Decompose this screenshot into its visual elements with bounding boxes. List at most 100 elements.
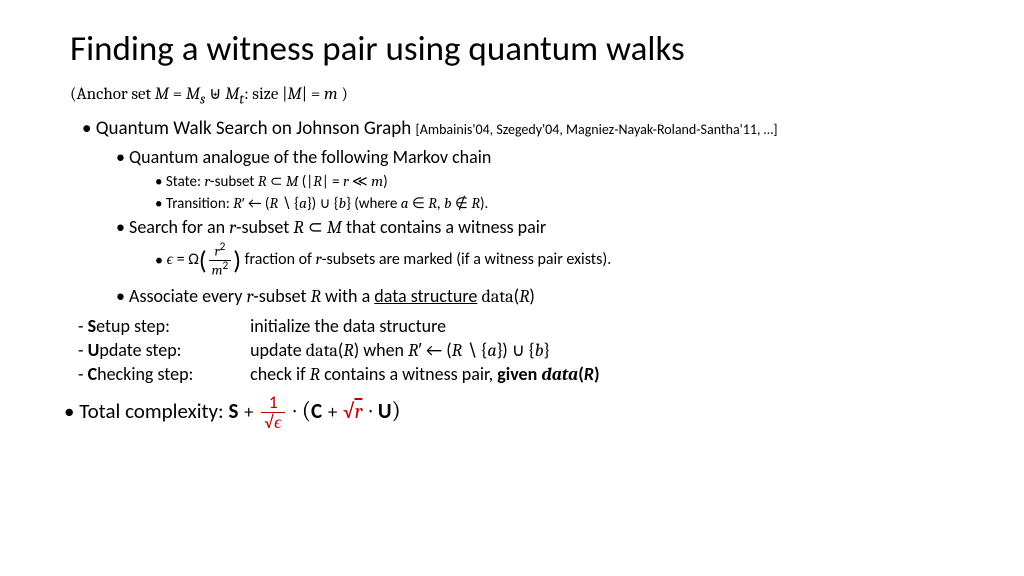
t: given [497,363,541,385]
t: ) [529,285,534,307]
t: - [78,315,88,337]
t: C [88,363,98,385]
t: 2 [223,259,229,273]
t: ∙ [287,400,301,424]
t: ⊂ [304,216,327,238]
fraction: r2m2 [209,242,232,279]
setup-step: - Setup step: initialize the data struct… [78,315,964,337]
t: √ [264,411,273,433]
t: ∉ [452,195,472,213]
t: ≪ [349,173,372,191]
t: State: [166,173,205,191]
t: R [428,194,437,212]
t: ⊎ [205,85,225,104]
t: Quantum Walk Search on Johnson Graph [96,117,416,140]
total-complexity: Total complexity: S + 1√ϵ ∙ (C + √r ∙ U) [64,393,964,432]
t: 2 [220,240,226,254]
t: pdate step: [99,339,181,361]
t: ( [199,245,207,276]
t: R [311,286,321,307]
t: ) [383,173,388,191]
slide-title: Finding a witness pair using quantum wal… [70,28,964,70]
t: } [544,339,550,361]
t: Transition: [166,195,233,213]
t: (Anchor set [70,85,155,104]
t: check if [250,363,310,385]
t: }) ∪ { [307,195,339,213]
t: R [313,172,322,190]
t: Total complexity: [79,398,228,424]
t: -subsets are marked (if a witness pair e… [322,251,612,270]
t: ) [392,397,401,425]
t: = [169,85,186,104]
t: Search for an [129,216,229,238]
bullet-state: State: r-subset R ⊂ M (|R| = r ≪ m) [155,172,964,191]
t: R [452,340,462,361]
t: -subset [253,285,310,307]
t: when [359,339,408,361]
t: -subset [236,216,293,238]
t: | = [302,85,324,104]
t: m [212,264,223,279]
t: ) [338,85,348,104]
bullet-qws: Quantum Walk Search on Johnson Graph [Am… [82,117,964,140]
t: U [88,339,100,361]
t: M [186,85,200,104]
t: (| [298,173,313,191]
t: data [541,364,578,385]
bullet-transition: Transition: R′ ← (R ∖ {a}) ∪ {b} (where … [155,194,964,213]
t: with a [321,285,374,307]
checking-step: - Checking step: check if R contains a w… [78,363,964,385]
t: R [343,340,353,361]
t: + [238,400,259,424]
t: b [535,340,544,361]
refs: [Ambainis'04, Szegedy'04, Magniez-Nayak-… [416,121,778,138]
t: data [481,286,513,307]
t: m [371,172,383,190]
t: R [293,217,303,238]
t: data [306,340,338,361]
t: S [88,315,97,337]
bullet-epsilon: ϵ = Ω(r2m2) fraction of r-subsets are ma… [155,242,964,279]
bullet-search: Search for an r-subset R ⊂ M that contai… [116,216,964,238]
t: ) [233,245,241,276]
t: ∖ { [462,339,487,361]
t: ). [480,195,488,213]
t: m [324,85,338,104]
t: - [78,339,88,361]
t: R [310,364,320,385]
t: - [78,363,88,385]
t: b [444,194,451,212]
update-step: - Update step: update data(R) when R′ ← … [78,339,964,361]
t: : size | [244,85,287,104]
t: | = [322,173,343,191]
steps-block: - Setup step: initialize the data struct… [78,315,964,385]
t: b [339,194,346,212]
fraction: 1√ϵ [261,393,285,432]
t: } (where [346,195,401,213]
t: ∈ [408,195,428,213]
t: Associate every [129,285,246,307]
t: U [378,398,392,424]
t: that contains a witness pair [342,216,546,238]
t: contains a witness pair, [320,363,497,385]
t: = Ω [173,251,199,270]
bullet-analogue: Quantum analogue of the following Markov… [116,146,964,168]
t: ∙ [363,400,377,424]
t: ← ( [422,339,452,361]
t: }) ∪ { [497,339,535,361]
t: ∖ { [278,195,299,213]
t: M [286,172,299,190]
t: √ [343,398,353,424]
t: ϵ [273,413,282,433]
t: + [322,400,343,424]
t: R [519,286,529,307]
t: ← ( [245,195,270,213]
t: hecking step: [97,363,193,385]
t: r [353,400,363,424]
t: update [250,339,306,361]
t: a [299,194,307,212]
t: C [311,398,322,424]
t: ( [302,397,311,425]
bullet-associate: Associate every r-subset R with a data s… [116,285,964,307]
